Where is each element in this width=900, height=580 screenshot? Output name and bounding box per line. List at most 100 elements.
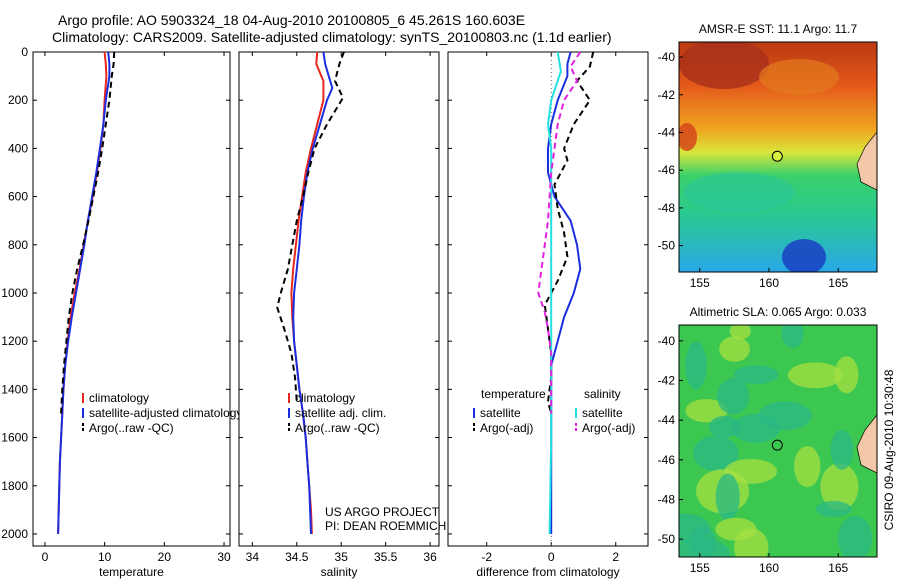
sla-blob [715,517,757,541]
map-frame [678,41,878,273]
coastline [856,414,877,474]
y-tick-label: 1000 [1,286,28,300]
argo-location-marker [771,439,783,451]
map-title: AMSR-E SST: 11.1 Argo: 11.7 [699,22,858,36]
x-tick-label: 35.5 [374,550,398,564]
y-tick-label: -46 [658,163,676,177]
y-tick-label: 1600 [1,431,28,445]
sla-blob [815,500,852,518]
sla-blob [794,446,821,488]
sla-blob [781,325,804,349]
x-axis-label: temperature [99,565,164,579]
y-tick-label: 2000 [1,527,28,541]
map-title: Altimetric SLA: 0.065 Argo: 0.033 [690,305,867,319]
y-tick-label: -44 [658,413,676,427]
y-tick-label: -48 [658,492,676,506]
map-frame [678,324,878,558]
sla-blob [685,398,728,423]
series-line-argo-raw-qc- [276,51,345,402]
x-tick-label: 35 [335,550,349,564]
legend-label: satellite adj. clim. [295,406,386,420]
cold-patch [782,239,826,272]
x-tick-label: 160 [759,276,779,290]
x-tick-label: 155 [690,276,710,290]
sla-blob [837,515,873,557]
sla-blob [693,435,739,471]
legend-label: satellite [480,406,521,420]
sla-blob [787,362,843,389]
x-tick-label: 155 [690,561,710,575]
x-tick-label: 2 [612,550,619,564]
x-tick-label: 20 [158,550,172,564]
warm-patch [759,59,839,95]
sla-blob [729,325,751,340]
sst-map: 155 160 165 -40 -42 -44 -46 -48 -50 AMSR-E SST: 1… [658,22,878,290]
profile-panel-1: 0 200 400 600 800 1000 1200 1400 1600 1800 2000 0 10… [1,45,242,579]
sla-blob [830,429,854,470]
map-field [679,325,877,557]
y-tick-label: -44 [658,125,676,139]
x-tick-label: 36 [423,550,437,564]
series-line-argo-raw-qc- [60,51,116,414]
x-tick-label: 34 [246,550,260,564]
y-tick-label: 1800 [1,479,28,493]
x-tick-label: -2 [481,550,492,564]
y-tick-label: 1200 [1,334,28,348]
warm-patch [679,123,697,151]
sla-map: 155 160 165 -40 -42 -44 -46 -48 -50 Altimetric SL… [658,305,878,575]
x-tick-label: 0 [42,550,49,564]
legend-label: satellite-adjusted climatology [89,406,242,420]
x-axis-label: difference from climatology [476,565,619,579]
legend-label: satellite [582,406,623,420]
y-tick-label: -48 [658,201,676,215]
warm-patch [679,42,769,89]
chart-title-line2: Climatology: CARS2009. Satellite-adjuste… [52,29,612,45]
y-tick-label: -42 [658,88,676,102]
sla-blob [834,356,859,394]
sla-blob [820,463,859,511]
y-tick-label: 400 [8,141,28,155]
y-tick-label: -50 [658,239,676,253]
y-tick-label: -46 [658,453,676,467]
series-line-salinity-argo-adj- [537,51,582,414]
legend-label: Argo(-adj) [480,421,533,435]
side-timestamp: CSIRO 09-Aug-2010 10:30:48 [882,369,896,530]
plot-frame [32,51,231,547]
chart-title-line1: Argo profile: AO 5903324_18 04-Aug-2010 … [58,12,526,28]
cold-patch [684,172,794,212]
legend-label: Argo(..raw -QC) [295,421,380,435]
credit-project: US ARGO PROJECT [325,505,440,519]
legend-header-temperature: temperature [481,387,546,401]
x-tick-label: 0 [548,550,555,564]
x-tick-label: 165 [828,561,848,575]
legend-header-salinity: salinity [584,387,621,401]
sla-blob [685,341,707,390]
plot-frame [238,51,440,547]
sla-blob [719,336,750,362]
x-tick-label: 10 [98,550,112,564]
sla-blob [716,378,750,415]
y-tick-label: 1400 [1,382,28,396]
profile-panel-2: 34 34.5 35 35.5 36 salinity climatologysatelli… [238,51,440,579]
sla-blob [758,401,813,431]
x-tick-label: 30 [217,550,231,564]
y-tick-label: -40 [658,50,676,64]
x-axis-label: salinity [321,565,358,579]
argo-location-marker [771,150,783,162]
y-tick-label: 800 [8,238,28,252]
y-tick-label: -42 [658,374,676,388]
sla-blob [679,538,730,557]
y-tick-label: -50 [658,532,676,546]
legend-label: climatology [89,391,149,405]
y-tick-label: 200 [8,93,28,107]
coastline [856,131,877,191]
x-tick-label: 165 [828,276,848,290]
series-line-satellite-adj-clim- [292,51,334,535]
legend-label: Argo(-adj) [582,421,635,435]
y-tick-label: 0 [21,45,28,59]
x-tick-label: 34.5 [285,550,309,564]
sla-blob [679,513,710,544]
sla-blob [715,473,740,521]
